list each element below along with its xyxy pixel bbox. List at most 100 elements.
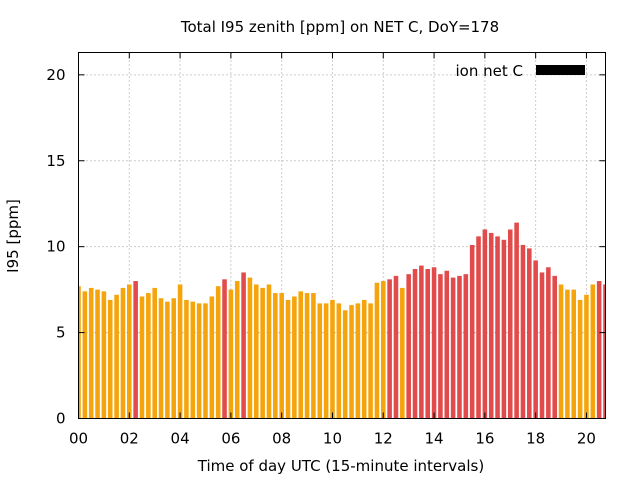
bar <box>450 277 456 419</box>
bar <box>558 284 564 419</box>
bar <box>177 284 183 419</box>
bars <box>78 222 606 419</box>
bar <box>260 287 265 419</box>
bar <box>209 296 215 419</box>
x-tick-label: 00 <box>69 430 88 448</box>
x-tick-label: 06 <box>221 430 240 448</box>
bar <box>273 293 278 419</box>
bar <box>355 303 361 419</box>
bar <box>304 293 310 419</box>
bar <box>133 281 138 419</box>
x-tick-label: 12 <box>374 430 393 448</box>
bar <box>95 289 100 419</box>
bar <box>482 229 488 419</box>
legend-swatch <box>536 65 585 75</box>
bar <box>285 299 291 419</box>
grid-lines <box>78 52 606 419</box>
bar <box>393 275 399 419</box>
bar <box>425 269 430 419</box>
bar <box>152 287 157 419</box>
bar <box>196 303 202 419</box>
bar <box>361 299 367 419</box>
bar <box>527 248 532 419</box>
bar <box>469 244 475 419</box>
y-tick-labels: 0 5 10 15 20 <box>46 66 65 428</box>
bar <box>533 260 538 419</box>
bar <box>139 296 145 419</box>
bar <box>590 284 596 419</box>
bar <box>292 296 297 419</box>
bar <box>368 303 373 419</box>
bar <box>228 289 234 419</box>
x-tick-label: 10 <box>323 430 342 448</box>
x-tick-label: 14 <box>425 430 444 448</box>
x-tick-label: 18 <box>526 430 545 448</box>
bar <box>539 272 545 419</box>
bar <box>279 293 284 419</box>
bar <box>571 289 577 419</box>
bar <box>514 222 519 419</box>
bar <box>171 298 177 419</box>
bar <box>336 303 342 419</box>
bar <box>254 284 259 419</box>
bar <box>298 291 304 419</box>
bar <box>603 284 606 419</box>
bar <box>317 303 323 419</box>
bar <box>349 305 354 419</box>
bar <box>158 298 164 419</box>
bar <box>412 269 418 419</box>
bar <box>184 299 189 419</box>
x-tick-label: 04 <box>171 430 190 448</box>
y-tick-label: 10 <box>46 238 65 256</box>
bar <box>380 281 386 419</box>
bar <box>215 286 221 419</box>
bar <box>507 229 513 419</box>
bar <box>234 281 240 419</box>
bar <box>82 291 88 419</box>
bar <box>419 265 424 419</box>
bar <box>114 294 119 419</box>
bar <box>311 293 316 419</box>
bar <box>241 272 246 419</box>
bar <box>476 236 481 419</box>
y-tick-label: 20 <box>46 66 65 84</box>
bar <box>501 239 507 419</box>
bar <box>120 287 126 419</box>
bar <box>222 279 227 419</box>
bar <box>552 275 557 419</box>
y-tick-label: 0 <box>56 410 66 428</box>
bar <box>88 287 94 419</box>
bar <box>495 236 500 419</box>
bar <box>438 274 443 419</box>
x-tick-label: 16 <box>475 430 494 448</box>
y-axis-label: I95 [ppm] <box>4 199 22 273</box>
legend: ion net C <box>456 62 585 80</box>
bar <box>266 284 272 419</box>
bar <box>457 275 462 419</box>
bar <box>431 267 437 419</box>
bar <box>127 284 132 419</box>
x-tick-label: 20 <box>577 430 596 448</box>
y-tick-label: 5 <box>56 324 66 342</box>
bar <box>565 289 570 419</box>
bar <box>488 232 494 419</box>
bar <box>387 279 392 419</box>
bar <box>247 277 253 419</box>
bar <box>323 303 329 419</box>
x-tick-labels: 00 02 04 06 08 10 12 14 16 18 20 <box>69 430 596 448</box>
bar <box>596 281 602 419</box>
x-axis-label: Time of day UTC (15-minute intervals) <box>197 457 484 475</box>
x-tick-label: 02 <box>120 430 139 448</box>
bar <box>101 291 107 419</box>
y-tick-label: 15 <box>46 152 65 170</box>
bar <box>520 244 526 419</box>
bar <box>330 299 335 419</box>
bar <box>165 301 170 419</box>
legend-label: ion net C <box>456 62 523 80</box>
axis-ticks <box>78 52 606 419</box>
bar <box>342 310 348 419</box>
bar <box>374 282 380 419</box>
bar <box>146 293 151 419</box>
bar <box>400 287 405 419</box>
